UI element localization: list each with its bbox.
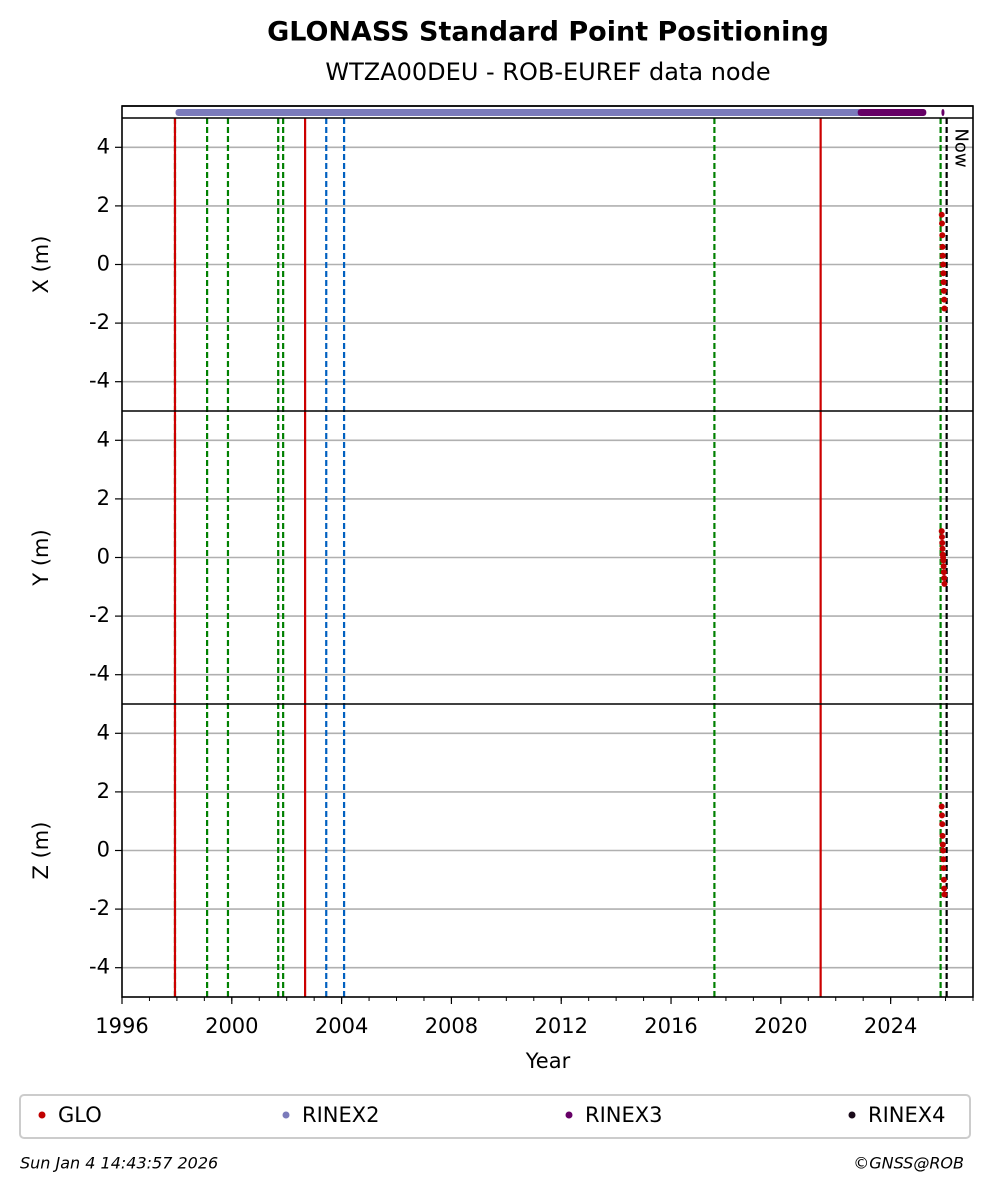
data-point bbox=[938, 220, 945, 227]
data-point bbox=[940, 279, 947, 286]
chart-title: GLONASS Standard Point Positioning bbox=[267, 17, 829, 48]
x-axis-label: Year bbox=[525, 1049, 571, 1073]
x-tick-label: 2012 bbox=[534, 1014, 587, 1038]
x-tick-label: 1996 bbox=[95, 1014, 148, 1038]
data-point bbox=[940, 876, 947, 883]
availability-bar bbox=[175, 109, 862, 116]
x-tick-label: 2024 bbox=[864, 1014, 917, 1038]
x-tick-label: 2000 bbox=[205, 1014, 258, 1038]
data-point bbox=[940, 856, 947, 863]
y-axis-label: Y (m) bbox=[29, 529, 53, 586]
legend-marker bbox=[38, 1111, 46, 1119]
data-point bbox=[941, 305, 948, 312]
y-axis-label: X (m) bbox=[29, 236, 53, 294]
availability-bar bbox=[941, 109, 945, 116]
legend-marker bbox=[565, 1111, 573, 1119]
data-point bbox=[938, 211, 945, 218]
data-point bbox=[939, 539, 946, 546]
legend-label: GLO bbox=[58, 1103, 102, 1127]
plot-frame bbox=[121, 105, 974, 998]
data-point bbox=[940, 270, 947, 277]
legend-marker bbox=[848, 1111, 856, 1119]
x-tick-label: 2004 bbox=[315, 1014, 368, 1038]
y-tick-label: -2 bbox=[89, 603, 110, 627]
legend-label: RINEX2 bbox=[302, 1103, 380, 1127]
data-point bbox=[940, 563, 947, 570]
y-tick-label: 0 bbox=[97, 838, 110, 862]
data-point bbox=[939, 545, 946, 552]
footer-date: Sun Jan 4 14:43:57 2026 bbox=[20, 1154, 218, 1173]
y-tick-label: 0 bbox=[97, 252, 110, 276]
legend-label: RINEX3 bbox=[585, 1103, 663, 1127]
data-point bbox=[938, 812, 945, 819]
y-tick-label: 4 bbox=[97, 720, 110, 744]
data-point bbox=[939, 841, 946, 848]
legend-marker bbox=[282, 1111, 290, 1119]
y-tick-label: -2 bbox=[89, 896, 110, 920]
y-tick-label: -4 bbox=[89, 662, 110, 686]
footer-credit: ©GNSS@ROB bbox=[853, 1154, 964, 1173]
data-point bbox=[938, 528, 945, 535]
x-tick-label: 2008 bbox=[425, 1014, 478, 1038]
data-point bbox=[940, 865, 947, 872]
x-tick-label: 2020 bbox=[754, 1014, 807, 1038]
y-tick-label: -2 bbox=[89, 310, 110, 334]
data-point bbox=[941, 580, 948, 587]
y-tick-label: 2 bbox=[97, 486, 110, 510]
data-point bbox=[941, 885, 948, 892]
y-tick-label: -4 bbox=[89, 369, 110, 393]
x-tick-label: 2016 bbox=[644, 1014, 697, 1038]
data-point bbox=[941, 296, 948, 303]
data-point bbox=[940, 287, 947, 294]
data-point bbox=[939, 821, 946, 828]
event-label: Now bbox=[951, 128, 972, 167]
data-point bbox=[939, 832, 946, 839]
data-point bbox=[939, 232, 946, 239]
y-tick-label: 4 bbox=[97, 427, 110, 451]
data-point bbox=[940, 261, 947, 268]
y-axis-label: Z (m) bbox=[29, 822, 53, 880]
data-point bbox=[939, 252, 946, 259]
availability-bar bbox=[857, 109, 927, 116]
data-point bbox=[938, 533, 945, 540]
data-point bbox=[940, 557, 947, 564]
legend-box bbox=[19, 1094, 971, 1139]
y-tick-label: 2 bbox=[97, 193, 110, 217]
chart-subtitle: WTZA00DEU - ROB-EUREF data node bbox=[325, 58, 770, 86]
y-tick-label: 0 bbox=[97, 545, 110, 569]
data-point bbox=[940, 569, 947, 576]
data-point bbox=[941, 575, 948, 582]
y-tick-label: -4 bbox=[89, 955, 110, 979]
y-tick-label: 4 bbox=[97, 134, 110, 158]
data-point bbox=[941, 891, 948, 898]
data-point bbox=[938, 803, 945, 810]
data-point bbox=[940, 847, 947, 854]
legend-label: RINEX4 bbox=[868, 1103, 946, 1127]
data-point bbox=[939, 243, 946, 250]
y-tick-label: 2 bbox=[97, 779, 110, 803]
